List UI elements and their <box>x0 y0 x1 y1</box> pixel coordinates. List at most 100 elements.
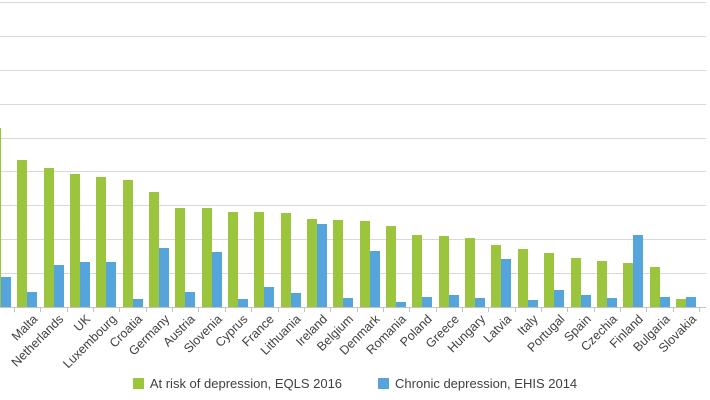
bar-chronic-depression <box>185 292 196 307</box>
x-axis-tick <box>172 308 174 312</box>
x-axis-tick <box>620 308 622 312</box>
bar-chronic-depression <box>685 297 696 307</box>
bar-group <box>14 0 40 307</box>
bar-group <box>541 0 567 307</box>
x-axis-tick <box>66 308 68 312</box>
bar-group <box>488 0 514 307</box>
bar-at-risk-of-depression <box>43 168 54 307</box>
bar-group <box>436 0 462 307</box>
bar-group <box>172 0 198 307</box>
bar-at-risk-of-depression <box>0 128 1 307</box>
bar-chronic-depression <box>527 300 538 307</box>
legend-item-eqls: At risk of depression, EQLS 2016 <box>132 376 343 391</box>
bar-chronic-depression <box>343 298 354 307</box>
x-axis-tick <box>277 308 279 312</box>
bar-group <box>620 0 646 307</box>
bar-group <box>251 0 277 307</box>
bar-chronic-depression <box>317 224 328 307</box>
bar-group <box>673 0 699 307</box>
bar-at-risk-of-depression <box>412 235 423 307</box>
x-axis-tick <box>409 308 411 312</box>
bar-group <box>594 0 620 307</box>
bar-group <box>515 0 541 307</box>
bar-chronic-depression <box>106 262 117 307</box>
x-axis-tick <box>40 308 42 312</box>
bar-group <box>198 0 224 307</box>
bar-at-risk-of-depression <box>544 253 555 307</box>
bar-chronic-depression <box>448 295 459 307</box>
bar-at-risk-of-depression <box>122 180 133 307</box>
bar-at-risk-of-depression <box>148 192 159 307</box>
x-axis-tick <box>93 308 95 312</box>
x-axis-tick <box>435 308 437 312</box>
bar-at-risk-of-depression <box>333 220 344 307</box>
gridline <box>0 138 706 139</box>
x-axis-tick <box>330 308 332 312</box>
bar-at-risk-of-depression <box>517 249 528 307</box>
x-axis-tick <box>488 308 490 312</box>
gridline <box>0 273 706 274</box>
bar-chronic-depression <box>501 259 512 307</box>
legend-swatch-green <box>132 378 144 389</box>
bar-chronic-depression <box>475 298 486 307</box>
x-axis-tick <box>251 308 253 312</box>
x-axis-tick <box>198 308 200 312</box>
bar-chronic-depression <box>27 292 38 307</box>
x-axis-tick <box>567 308 569 312</box>
legend-label-eqls: At risk of depression, EQLS 2016 <box>149 376 343 391</box>
bar-at-risk-of-depression <box>307 219 318 307</box>
plot-area: Malta Netherlands UK Luxembourg Croatia Germa… <box>0 0 706 371</box>
bar-at-risk-of-depression <box>69 174 80 307</box>
bar-chronic-depression <box>580 295 591 307</box>
bar-at-risk-of-depression <box>96 177 107 307</box>
bar-at-risk-of-depression <box>201 208 212 307</box>
bar-group <box>278 0 304 307</box>
bar-chronic-depression <box>659 297 670 307</box>
bar-at-risk-of-depression <box>649 267 660 307</box>
x-axis-tick <box>514 308 516 312</box>
x-axis-tick <box>356 308 358 312</box>
x-axis-tick <box>672 308 674 312</box>
bar-chronic-depression <box>0 277 11 307</box>
gridline <box>0 205 706 206</box>
bar-group <box>40 0 66 307</box>
gridline <box>0 239 706 240</box>
bar-at-risk-of-depression <box>438 236 449 307</box>
bar-at-risk-of-depression <box>386 226 397 307</box>
bar-group <box>462 0 488 307</box>
x-axis-tick <box>461 308 463 312</box>
bar-at-risk-of-depression <box>623 263 634 307</box>
bar-group <box>119 0 145 307</box>
bar-at-risk-of-depression <box>570 258 581 307</box>
bar-group <box>225 0 251 307</box>
bar-group <box>646 0 672 307</box>
gridline <box>0 70 706 71</box>
gridline <box>0 36 706 37</box>
bar-group <box>330 0 356 307</box>
bar-chronic-depression <box>53 265 64 307</box>
bar-group <box>357 0 383 307</box>
x-axis-tick <box>224 308 226 312</box>
bar-chronic-depression <box>237 299 248 307</box>
legend-swatch-blue <box>378 378 390 389</box>
bar-at-risk-of-depression <box>596 261 607 307</box>
gridline <box>0 171 706 172</box>
bar-chronic-depression <box>396 302 407 307</box>
x-axis-tick <box>145 308 147 312</box>
bar-group <box>409 0 435 307</box>
chart-legend: At risk of depression, EQLS 2016 Chronic… <box>0 376 710 391</box>
bar-chronic-depression <box>369 251 380 307</box>
bar-at-risk-of-depression <box>465 238 476 307</box>
bar-group <box>146 0 172 307</box>
bar-at-risk-of-depression <box>254 212 265 307</box>
gridline <box>0 104 706 105</box>
legend-item-ehis: Chronic depression, EHIS 2014 <box>378 376 577 391</box>
bar-chronic-depression <box>79 262 90 307</box>
bar-group <box>67 0 93 307</box>
bar-chronic-depression <box>211 252 222 307</box>
x-axis-tick <box>14 308 15 312</box>
legend-label-ehis: Chronic depression, EHIS 2014 <box>395 376 578 391</box>
x-axis-tick <box>593 308 595 312</box>
bar-at-risk-of-depression <box>280 213 291 307</box>
